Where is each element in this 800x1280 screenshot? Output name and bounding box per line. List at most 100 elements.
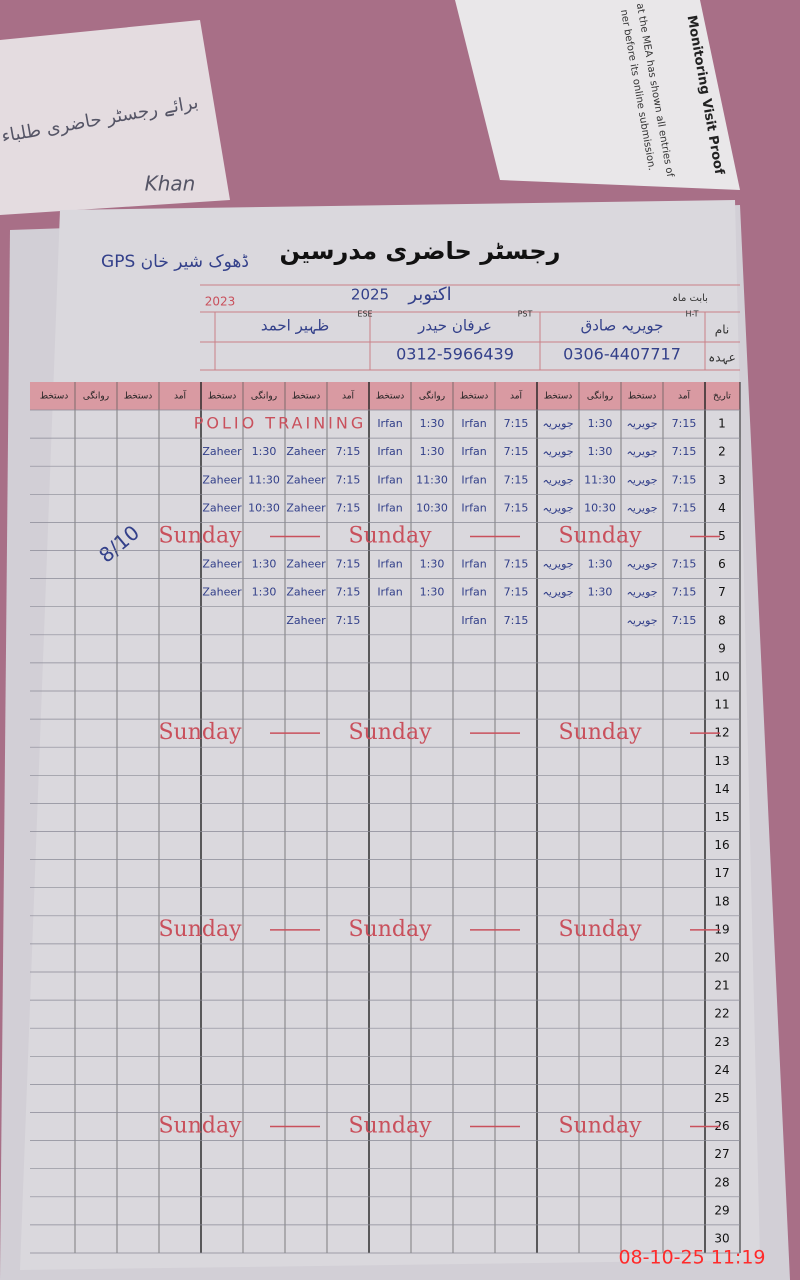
entry: Irfan	[461, 417, 486, 430]
entry: جویریہ	[542, 473, 573, 486]
entry: 7:15	[504, 417, 529, 430]
day-number: 12	[714, 726, 729, 740]
entry: 7:15	[672, 501, 697, 514]
column-header: روانگی	[419, 390, 445, 402]
sunday-note: Sunday	[348, 720, 432, 745]
year-note: 2023	[205, 295, 236, 309]
day-number: 29	[714, 1203, 729, 1217]
day-number: 10	[714, 669, 729, 683]
entry: 7:15	[672, 586, 697, 599]
card	[0, 20, 230, 215]
post-label: عہدہ	[708, 351, 736, 365]
entry: 7:15	[504, 586, 529, 599]
entry: جویریہ	[542, 558, 573, 571]
month-label: بابت ماہ	[672, 293, 708, 304]
entry: 7:15	[672, 614, 697, 627]
header-band	[30, 382, 740, 410]
column-header: آمد	[174, 390, 187, 402]
entry: جویریہ	[626, 417, 657, 430]
register-sheet	[20, 200, 760, 1270]
sunday-note: Sunday	[348, 523, 432, 548]
register-title: رجسٹر حاضری مدرسین	[280, 237, 561, 265]
entry: 7:15	[336, 473, 361, 486]
entry: Zaheer	[286, 586, 326, 599]
entry: 7:15	[336, 501, 361, 514]
entry: Irfan	[377, 558, 402, 571]
school-name: GPS ڈھوک شیر خان	[101, 252, 249, 272]
day-number: 1	[718, 417, 726, 431]
entry: جویریہ	[542, 586, 573, 599]
column-header: روانگی	[83, 390, 109, 402]
entry: 1:30	[588, 417, 613, 430]
day-number: 23	[714, 1035, 729, 1049]
entry: Zaheer	[202, 558, 242, 571]
day-number: 26	[714, 1119, 729, 1133]
entry: 7:15	[504, 614, 529, 627]
entry: Zaheer	[286, 501, 326, 514]
column-header: آمد	[678, 390, 691, 402]
day-number: 4	[718, 501, 726, 515]
entry: Zaheer	[202, 445, 242, 458]
entry: Zaheer	[286, 473, 326, 486]
entry: جویریہ	[626, 614, 657, 627]
month: اکتوبر	[407, 284, 451, 305]
year: 2025	[351, 286, 389, 304]
entry: 7:15	[336, 445, 361, 458]
entry: 1:30	[420, 558, 445, 571]
entry: Irfan	[461, 558, 486, 571]
entry: Irfan	[461, 586, 486, 599]
entry: 7:15	[672, 558, 697, 571]
entry: جویریہ	[626, 501, 657, 514]
entry: Irfan	[461, 501, 486, 514]
day-number: 3	[718, 473, 726, 487]
date-header: تاریخ	[713, 392, 731, 402]
column-header: دستخط	[628, 392, 657, 402]
entry: Irfan	[377, 586, 402, 599]
polio-note: POLIO TRAINING	[194, 414, 367, 433]
column-header: روانگی	[251, 390, 277, 402]
entry: Zaheer	[286, 614, 326, 627]
entry: 7:15	[336, 614, 361, 627]
teacher-phone: 0306-4407717	[563, 345, 681, 364]
entry: 1:30	[252, 586, 277, 599]
sunday-note: Sunday	[558, 1114, 642, 1139]
day-number: 15	[714, 810, 729, 824]
day-number: 13	[714, 754, 729, 768]
sunday-note: Sunday	[558, 917, 642, 942]
day-number: 24	[714, 1063, 729, 1077]
teacher-name: عرفان حیدر	[417, 317, 492, 335]
column-header: دستخط	[208, 392, 237, 402]
entry: 7:15	[504, 445, 529, 458]
entry: 7:15	[336, 586, 361, 599]
day-number: 16	[714, 838, 729, 852]
sunday-note: Sunday	[158, 1114, 242, 1139]
day-number: 22	[714, 1007, 729, 1021]
entry: Irfan	[377, 473, 402, 486]
column-header: روانگی	[587, 390, 613, 402]
entry: 1:30	[420, 445, 445, 458]
column-header: آمد	[510, 390, 523, 402]
entry: جویریہ	[626, 445, 657, 458]
entry: جویریہ	[626, 473, 657, 486]
entry: 7:15	[672, 445, 697, 458]
entry: Zaheer	[286, 558, 326, 571]
entry: 1:30	[252, 558, 277, 571]
entry: جویریہ	[626, 558, 657, 571]
column-header: دستخط	[292, 392, 321, 402]
column-header: دستخط	[376, 392, 405, 402]
sunday-note: Sunday	[558, 523, 642, 548]
entry: 7:15	[672, 473, 697, 486]
day-number: 9	[718, 641, 726, 655]
timestamp: 08-10-25 11:19	[618, 1247, 765, 1269]
teacher-post: ESE	[357, 310, 372, 319]
entry: 1:30	[420, 417, 445, 430]
entry: 1:30	[588, 586, 613, 599]
sunday-note: Sunday	[348, 917, 432, 942]
card-name: Khan	[145, 172, 196, 196]
day-number: 18	[714, 894, 729, 908]
sunday-note: Sunday	[158, 917, 242, 942]
day-number: 8	[718, 613, 726, 627]
day-number: 30	[714, 1231, 729, 1245]
entry: 1:30	[588, 558, 613, 571]
